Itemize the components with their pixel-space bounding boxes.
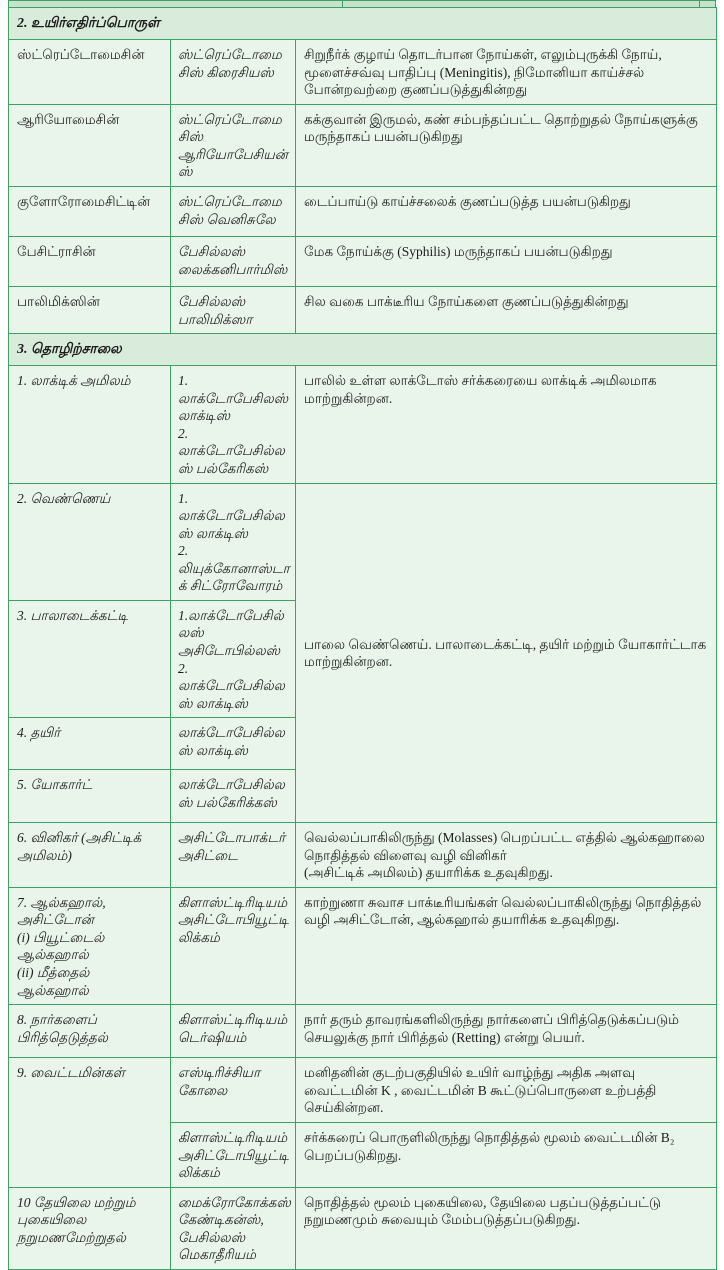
column-divider xyxy=(342,1,343,7)
table-row: பேசிட்ராசின் பேசில்லஸ் லைக்கனிபார்மிஸ் ம… xyxy=(8,236,717,288)
organism-cell: 1. லாக்டோபேசிலஸ் லாக்டிஸ் 2. லாக்டோபேசில… xyxy=(170,365,296,484)
table-row: 1. லாக்டிக் அமிலம் 1. லாக்டோபேசிலஸ் லாக்… xyxy=(8,365,717,484)
cropped-previous-row xyxy=(8,0,716,7)
section-title: 2. உயிர்எதிர்ப்பொருள் xyxy=(8,6,717,41)
product-cell: 7. ஆல்கஹால், அசிட்டோன் (i) பியூட்டைல் ஆல… xyxy=(8,886,171,1006)
shared-use-cell: பாலை வெண்ணெய். பாலாடைக்கட்டி, தயிர் மற்ற… xyxy=(295,482,717,824)
organism-cell: கிளாஸ்ட்டிரிடியம் டெர்ஷியம் xyxy=(170,1004,296,1059)
use-cell: சில வகை பாக்டீரிய நோய்களை குணப்படுத்துகி… xyxy=(295,286,717,335)
organism-cell: லாக்டோபேசில்லஸ் லாக்டிஸ் xyxy=(170,717,296,771)
organism-cell: 1. லாக்டோபேசில்லஸ் லாக்டிஸ் 2. லியுக்கோன… xyxy=(170,482,296,601)
product-cell: 3. பாலாடைக்கட்டி xyxy=(8,599,171,719)
use-cell: வெல்லப்பாகிலிருந்து (Molasses) பெறப்பட்ட… xyxy=(295,822,717,888)
product-cell: 4. தயிர் xyxy=(8,717,171,771)
table-row: 6. வினிகர் (அசிட்டிக் அமிலம்) அசிட்டோபாக… xyxy=(8,822,717,888)
microorganisms-uses-table: 2. உயிர்எதிர்ப்பொருள் ஸ்ட்ரெப்டோமைசின் ஸ… xyxy=(8,6,717,1270)
product-cell: ஆரியோமைசின் xyxy=(8,103,171,188)
product-cell: 1. லாக்டிக் அமிலம் xyxy=(8,365,171,484)
use-cell: நொதித்தல் மூலம் புகையிலை, தேயிலை பதப்படு… xyxy=(295,1186,717,1270)
textbook-table-page: 2. உயிர்எதிர்ப்பொருள் ஸ்ட்ரெப்டோமைசின் ஸ… xyxy=(8,0,717,1270)
use-cell: பாலில் உள்ள லாக்டோஸ் சர்க்கரையை லாக்டிக்… xyxy=(295,365,717,484)
product-cell: 6. வினிகர் (அசிட்டிக் அமிலம்) xyxy=(8,822,171,888)
product-cell: 5. யோகார்ட் xyxy=(8,769,171,824)
table-row: 8. நார்களைப் பிரித்தெடுத்தல் கிளாஸ்ட்டிர… xyxy=(8,1004,717,1059)
organism-cell: அசிட்டோபாக்டர் அசிட்டை xyxy=(170,822,296,888)
organism-cell: பேசில்லஸ் லைக்கனிபார்மிஸ் xyxy=(170,236,296,288)
product-cell: 2. வெண்ணெய் xyxy=(8,482,171,601)
table-row: ஸ்ட்ரெப்டோமைசின் ஸ்ட்ரெப்டோமைசிஸ் கிரைசி… xyxy=(8,39,717,105)
table-row: 2. வெண்ணெய் 1. லாக்டோபேசில்லஸ் லாக்டிஸ் … xyxy=(8,482,717,824)
product-cell: குளோரோமைசிட்டின் xyxy=(8,186,171,238)
table-row: 3. பாலாடைக்கட்டி 1.லாக்டோபேசில்லஸ் அசிடோ… xyxy=(8,599,717,719)
section-header-antibiotics: 2. உயிர்எதிர்ப்பொருள் xyxy=(8,6,717,41)
organism-cell: லாக்டோபேசில்லஸ் பல்கேரிக்கஸ் xyxy=(170,769,296,824)
use-cell: காற்றுணா சுவாச பாக்டீரியங்கள் வெல்லப்பாக… xyxy=(295,886,717,1006)
table-row: பாலிமிக்ஸின் பேசில்லஸ் பாலிமிக்ஸா சில வக… xyxy=(8,286,717,335)
use-cell: கக்குவான் இருமல், கண் சம்பந்தப்பட்ட தொற்… xyxy=(295,103,717,188)
table-row: 7. ஆல்கஹால், அசிட்டோன் (i) பியூட்டைல் ஆல… xyxy=(8,886,717,1006)
use-cell: டைப்பாய்டு காய்ச்சலைக் குணப்படுத்த பயன்ப… xyxy=(295,186,717,238)
table-row: ஆரியோமைசின் ஸ்ட்ரெப்டோமைசிஸ் ஆரியோபேசியன… xyxy=(8,103,717,188)
section-header-industry: 3. தொழிற்சாலை xyxy=(8,333,717,367)
organism-cell: பேசில்லஸ் பாலிமிக்ஸா xyxy=(170,286,296,335)
column-divider xyxy=(699,1,700,7)
table-row: 5. யோகார்ட் லாக்டோபேசில்லஸ் பல்கேரிக்கஸ் xyxy=(8,769,717,824)
organism-cell: 1.லாக்டோபேசில்லஸ் அசிடோபில்லஸ் 2. லாக்டோ… xyxy=(170,599,296,719)
organism-cell: கிளாஸ்ட்டிரிடியம் அசிட்டோபியூட்டிலிக்கம் xyxy=(170,1122,296,1188)
product-cell: பாலிமிக்ஸின் xyxy=(8,286,171,335)
use-cell: மேக நோய்க்கு (Syphilis) மருந்தாகப் பயன்ப… xyxy=(295,236,717,288)
table-row: 4. தயிர் லாக்டோபேசில்லஸ் லாக்டிஸ் xyxy=(8,717,717,771)
product-cell: ஸ்ட்ரெப்டோமைசின் xyxy=(8,39,171,105)
product-cell: 9. வைட்டமின்கள் xyxy=(8,1057,171,1188)
organism-cell: மைக்ரோகோக்கஸ் கேண்டிகன்ஸ், பேசில்லஸ் மெக… xyxy=(170,1186,296,1270)
product-cell: பேசிட்ராசின் xyxy=(8,236,171,288)
organism-cell: கிளாஸ்ட்டிரிடியம் அசிட்டோபியூட்டிலிக்கம் xyxy=(170,886,296,1006)
table-row: 10 தேயிலை மற்றும் புகையிலை நறுமணமேற்றுதல… xyxy=(8,1186,717,1270)
product-cell: 8. நார்களைப் பிரித்தெடுத்தல் xyxy=(8,1004,171,1059)
use-cell: சர்க்கரைப் பொருளிலிருந்து நொதித்தல் மூலம… xyxy=(295,1122,717,1188)
use-cell: சிறுநீர்க் குழாய் தொடர்பான நோய்கள், எலும… xyxy=(295,39,717,105)
organism-cell: ஸ்ட்ரெப்டோமைசிஸ் கிரைசியஸ் xyxy=(170,39,296,105)
use-cell: மனிதனின் குடற்பகுதியில் உயிர் வாழ்ந்து அ… xyxy=(295,1057,717,1124)
use-cell: நார் தரும் தாவரங்களிலிருந்து நார்களைப் ப… xyxy=(295,1004,717,1059)
organism-cell: எஸ்டிரிச்சியா கோலை xyxy=(170,1057,296,1124)
section-title: 3. தொழிற்சாலை xyxy=(8,333,717,367)
table-row: குளோரோமைசிட்டின் ஸ்ட்ரெப்டோமைசிஸ் வெனிசு… xyxy=(8,186,717,238)
organism-cell: ஸ்ட்ரெப்டோமைசிஸ் வெனிசுலே xyxy=(170,186,296,238)
product-cell: 10 தேயிலை மற்றும் புகையிலை நறுமணமேற்றுதல… xyxy=(8,1186,171,1270)
organism-cell: ஸ்ட்ரெப்டோமைசிஸ் ஆரியோபேசியன்ஸ் xyxy=(170,103,296,188)
table-row: 9. வைட்டமின்கள் எஸ்டிரிச்சியா கோலை மனிதன… xyxy=(8,1057,717,1188)
